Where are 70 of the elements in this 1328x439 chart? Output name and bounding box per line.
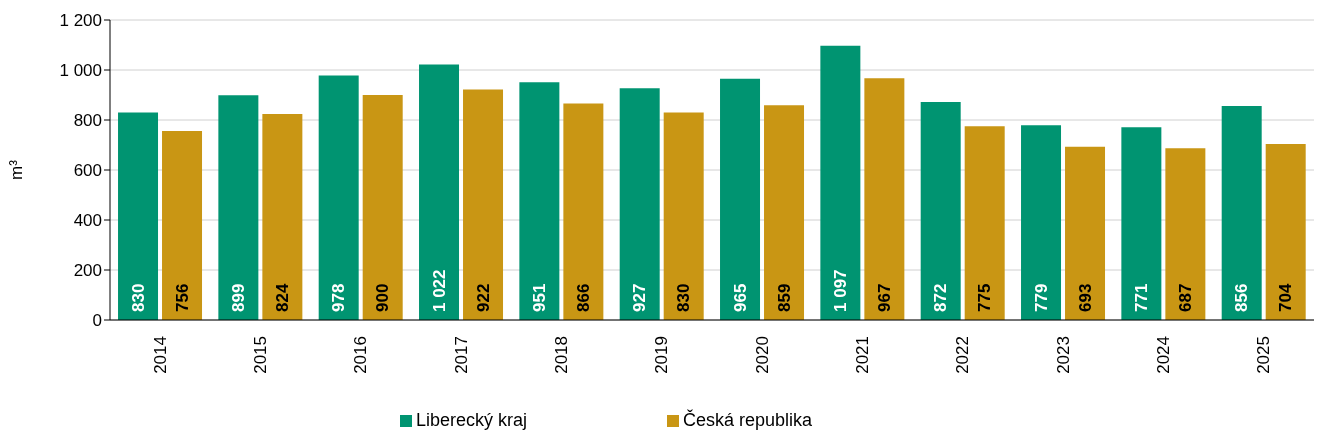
bar [663, 112, 704, 320]
x-tick-label: 2020 [752, 336, 772, 374]
x-tick-label: 2014 [150, 336, 170, 374]
x-tick-label: 2024 [1154, 336, 1173, 374]
y-axis-title: m³ [7, 159, 26, 180]
legend-label: Česká republika [682, 410, 813, 430]
y-tick-label: 1 000 [59, 61, 102, 81]
data-label: 775 [975, 283, 995, 312]
data-label: 779 [1031, 283, 1051, 312]
x-tick-label: 2021 [853, 336, 872, 374]
bar [218, 95, 259, 320]
y-tick-label: 0 [92, 311, 102, 331]
bar [162, 131, 203, 320]
bar [519, 82, 560, 320]
bar [262, 114, 303, 320]
data-label: 704 [1276, 283, 1296, 312]
x-tick-label: 2025 [1254, 336, 1274, 374]
data-label: 951 [529, 283, 549, 312]
data-label: 899 [228, 283, 248, 312]
bar [720, 78, 761, 320]
y-tick-label: 600 [73, 161, 102, 181]
bar [1121, 127, 1162, 320]
y-tick-label: 800 [73, 111, 102, 131]
bar [920, 102, 961, 320]
data-label: 967 [874, 283, 894, 312]
bar [362, 95, 403, 320]
x-tick-label: 2017 [451, 336, 471, 374]
y-tick-label: 1 200 [59, 11, 102, 31]
legend-label: Liberecký kraj [415, 410, 527, 430]
x-tick-label: 2018 [552, 336, 571, 374]
x-tick-label: 2016 [351, 336, 371, 374]
data-label: 830 [128, 283, 148, 312]
data-label: 1 022 [429, 269, 449, 312]
bar [118, 112, 159, 320]
bar [864, 78, 905, 320]
data-label: 693 [1075, 283, 1095, 312]
data-label: 900 [373, 283, 393, 312]
data-label: 872 [931, 283, 951, 312]
data-label: 756 [172, 283, 192, 312]
bar [964, 126, 1005, 320]
data-label: 856 [1232, 283, 1252, 312]
bar [1221, 106, 1262, 320]
data-label: 824 [272, 283, 292, 312]
x-tick-label: 2023 [1053, 336, 1073, 374]
data-label: 965 [730, 283, 750, 312]
bar [1065, 146, 1106, 320]
data-label: 859 [774, 283, 794, 312]
data-label: 687 [1175, 283, 1195, 312]
bar [318, 75, 359, 320]
data-label: 1 097 [830, 269, 850, 312]
bar [563, 103, 604, 320]
x-tick-label: 2019 [652, 336, 672, 374]
y-tick-label: 400 [73, 211, 102, 231]
x-tick-label: 2022 [953, 336, 973, 374]
data-label: 922 [473, 283, 493, 312]
bar [820, 45, 861, 320]
data-label: 927 [630, 283, 650, 312]
y-tick-label: 200 [73, 261, 102, 281]
data-label: 978 [329, 283, 349, 312]
bar [1165, 148, 1206, 320]
bar [764, 105, 805, 320]
x-tick-label: 2015 [251, 336, 270, 374]
bar [419, 64, 460, 320]
data-label: 830 [674, 283, 694, 312]
data-label: 866 [573, 283, 593, 312]
data-label: 771 [1131, 283, 1151, 312]
bar [619, 88, 660, 320]
bar [1265, 144, 1306, 320]
bar [1021, 125, 1062, 320]
bar [463, 89, 504, 320]
